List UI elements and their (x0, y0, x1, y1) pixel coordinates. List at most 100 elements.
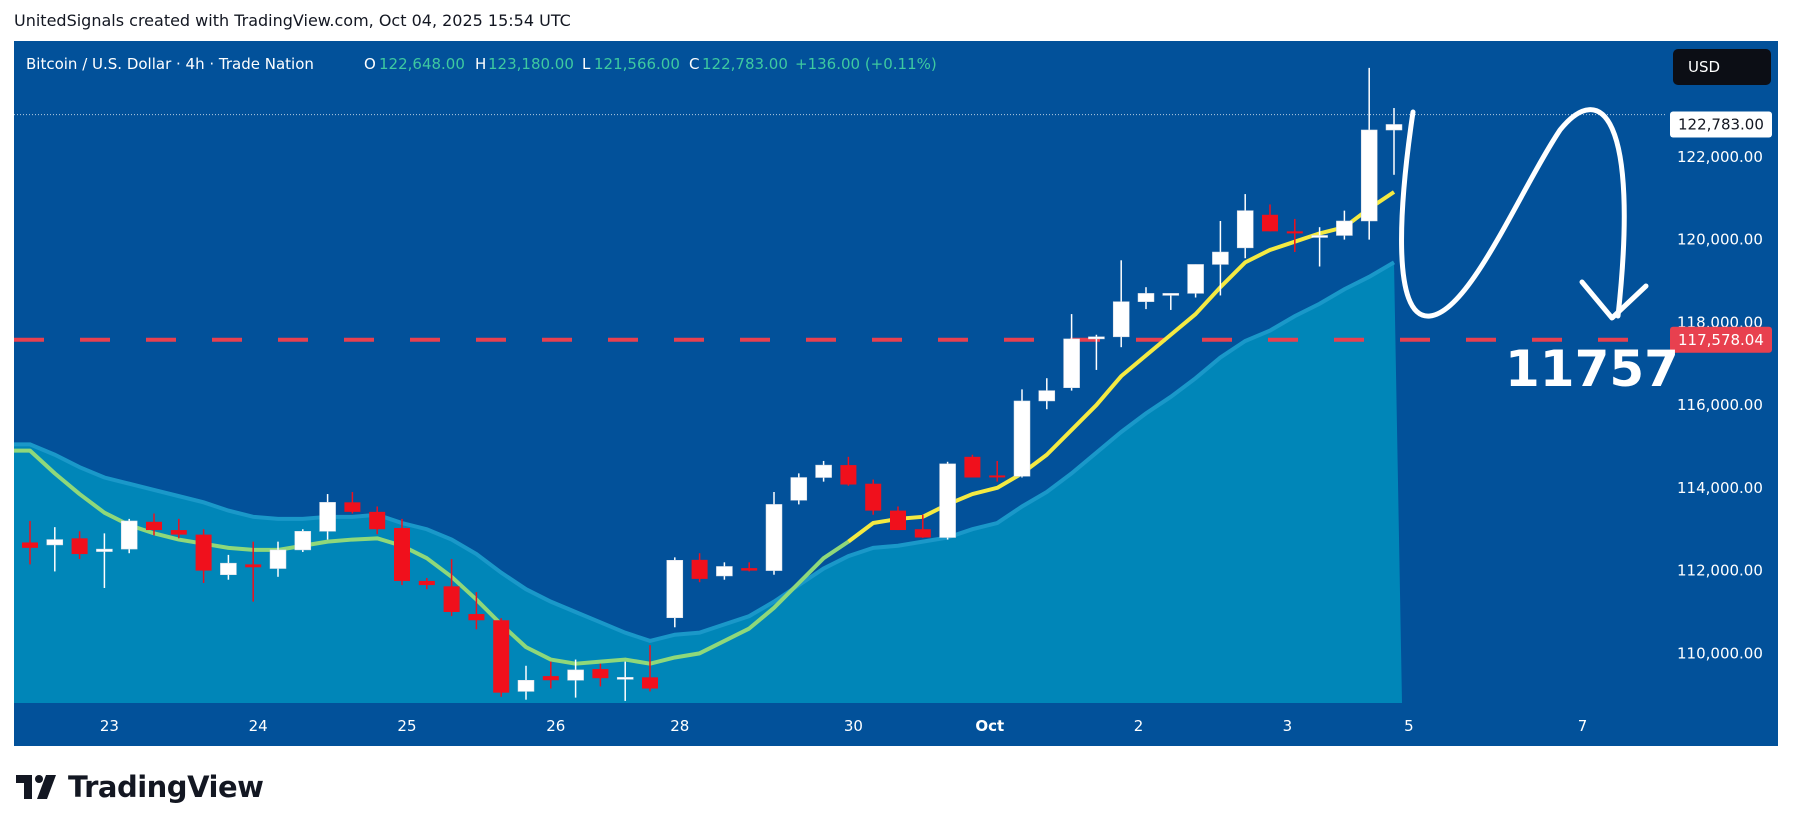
candle-body (71, 538, 88, 555)
candle-body (741, 568, 758, 571)
candle-body (1162, 293, 1180, 296)
legend-low-value: 121,566.00 (594, 55, 680, 73)
legend-close-value: 122,783.00 (702, 55, 788, 73)
candle-body (443, 586, 460, 612)
candle-body (146, 521, 162, 531)
projection-drawing (1399, 107, 1649, 321)
candle-body (120, 520, 138, 550)
candle (22, 520, 38, 565)
tradingview-logo[interactable]: TradingView (16, 770, 264, 804)
candle-body (1013, 400, 1031, 477)
time-tick-label: Oct (975, 717, 1004, 735)
tradingview-logo-icon (16, 775, 56, 799)
legend-change-value: +136.00 (+0.11%) (795, 55, 937, 73)
candle-body (1311, 235, 1328, 238)
price-tick-label: 122,000.00 (1677, 148, 1763, 166)
candle (468, 592, 485, 630)
candle-body (890, 510, 906, 531)
price-tick-label: 114,000.00 (1677, 479, 1763, 497)
candle (120, 518, 138, 554)
candle-body (1360, 129, 1378, 222)
candle (542, 661, 559, 689)
candle (1236, 194, 1254, 259)
projection-curve (1399, 107, 1627, 319)
candle-body (220, 562, 237, 575)
ema-slow-line (14, 260, 1396, 644)
candle-body (815, 464, 832, 478)
tradingview-logo-text: TradingView (68, 770, 264, 804)
candle-body (1187, 264, 1204, 294)
candle (1013, 389, 1031, 478)
candle-body (170, 530, 187, 535)
candle-body (642, 677, 658, 689)
candle (1162, 293, 1180, 310)
candle-body (294, 531, 312, 551)
candle (394, 518, 410, 586)
candle-body (865, 483, 882, 511)
candle (964, 454, 981, 478)
level-price-label: 117,578.04 (1678, 331, 1764, 349)
candle (642, 645, 658, 692)
ema-slow-area (14, 260, 1402, 703)
candle (46, 527, 64, 572)
candle-body (1262, 214, 1278, 232)
candle (865, 479, 882, 515)
candle (1286, 218, 1303, 253)
candle (146, 513, 162, 536)
candle (418, 578, 435, 590)
time-tick-label: 23 (100, 717, 119, 735)
legend-low-label: L (582, 55, 591, 73)
legend-open-label: O (364, 55, 376, 73)
candle (245, 541, 262, 602)
candle (1385, 108, 1403, 175)
candle-body (964, 456, 981, 478)
price-axis: 110,000.00 112,000.00 114,000.00 116,000.00… (1670, 111, 1772, 662)
price-tick-label: 110,000.00 (1677, 644, 1763, 662)
candle-body (517, 679, 535, 692)
candle (790, 473, 808, 505)
candle (1038, 378, 1056, 410)
candle-body (1112, 301, 1130, 338)
candle-body (1286, 231, 1303, 234)
candle (691, 553, 708, 583)
currency-button[interactable]: USD (1673, 49, 1771, 85)
candle (195, 529, 212, 584)
candle-body (394, 527, 410, 581)
candle-body (369, 511, 386, 530)
candle-body (542, 676, 559, 681)
ema-lines (14, 190, 1396, 666)
candle-body (989, 475, 1006, 478)
candle-body (344, 502, 361, 512)
candle-body (1336, 220, 1353, 236)
ohlc-legend: Bitcoin / U.S. Dollar · 4h · Trade Natio… (26, 55, 937, 73)
candle-body (1212, 251, 1229, 265)
candle-body (319, 502, 336, 532)
candle (220, 554, 237, 580)
candle (319, 494, 336, 540)
candle-body (914, 529, 931, 538)
candle (765, 491, 783, 575)
candle (517, 665, 535, 700)
candle (1137, 287, 1155, 310)
candle (1311, 227, 1328, 267)
legend-open-value: 122,648.00 (379, 55, 465, 73)
candle (493, 618, 510, 697)
candle (294, 529, 312, 552)
last-price-badge (1670, 111, 1772, 138)
legend-high-label: H (475, 55, 486, 73)
candle (616, 661, 634, 701)
candle-body (840, 465, 857, 485)
candle (914, 514, 931, 538)
candle (1360, 67, 1378, 240)
legend-close-label: C (689, 55, 699, 73)
candle (1336, 210, 1353, 240)
candle (567, 659, 584, 698)
candle-body (1038, 390, 1056, 402)
ema-fast-line-green (14, 448, 850, 666)
candle (96, 533, 113, 588)
candle (666, 557, 684, 628)
candle (939, 461, 956, 540)
candle (741, 562, 758, 572)
candle-body (1088, 336, 1105, 340)
